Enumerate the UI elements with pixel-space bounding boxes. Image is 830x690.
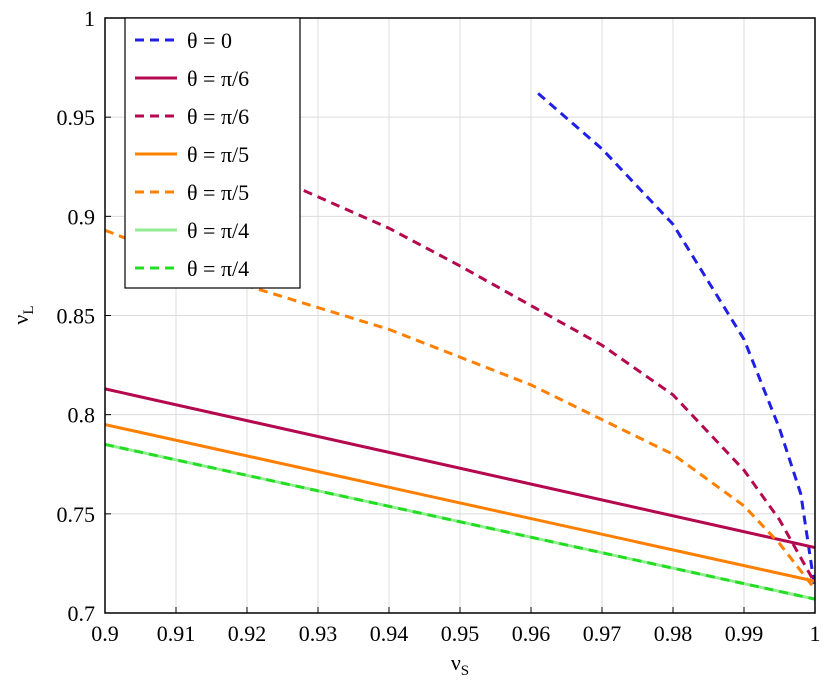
series-line bbox=[104, 228, 817, 591]
x-tick-label: 0.92 bbox=[228, 621, 267, 646]
y-tick-label: 0.85 bbox=[57, 304, 96, 329]
legend-label: θ = π/5 bbox=[187, 142, 249, 167]
x-tick-label: 0.95 bbox=[441, 621, 480, 646]
y-tick-label: 1 bbox=[84, 6, 95, 31]
x-tick-label: 0.97 bbox=[583, 621, 622, 646]
legend-label: θ = π/4 bbox=[187, 256, 249, 281]
x-label-sub: S bbox=[461, 663, 469, 679]
series-line bbox=[104, 387, 816, 550]
legend-label: θ = π/6 bbox=[187, 104, 249, 129]
plot-frame bbox=[104, 17, 816, 614]
y-axis-label: νL bbox=[8, 305, 37, 324]
series-line bbox=[104, 442, 816, 601]
x-tick-label: 0.96 bbox=[512, 621, 551, 646]
x-axis-label: νS bbox=[451, 650, 469, 679]
y-tick-label: 0.8 bbox=[68, 403, 96, 428]
x-tick-label: 0.9 bbox=[91, 621, 119, 646]
x-label-main: ν bbox=[451, 650, 461, 675]
x-tick-label: 0.91 bbox=[157, 621, 196, 646]
y-tick-label: 0.75 bbox=[57, 502, 96, 527]
legend-label: θ = π/5 bbox=[187, 180, 249, 205]
y-tick-label: 0.95 bbox=[57, 105, 96, 130]
x-tick-label: 0.93 bbox=[299, 621, 338, 646]
y-label-main: ν bbox=[8, 315, 33, 325]
legend-label: θ = π/4 bbox=[187, 218, 249, 243]
series-line bbox=[537, 92, 817, 590]
x-tick-label: 0.99 bbox=[725, 621, 764, 646]
y-label-sub: L bbox=[21, 305, 37, 314]
y-tick-label: 0.7 bbox=[68, 601, 96, 626]
legend-label: θ = 0 bbox=[187, 28, 232, 53]
y-tick-label: 0.9 bbox=[68, 204, 96, 229]
x-tick-label: 1 bbox=[810, 621, 821, 646]
series-line bbox=[104, 423, 816, 583]
legend-label: θ = π/6 bbox=[187, 66, 249, 91]
series-line bbox=[303, 189, 817, 584]
legend: θ = 0 θ = π/6 θ = π/6 θ = π/5 θ = π/5 θ = π/4… bbox=[124, 17, 301, 289]
x-tick-label: 0.98 bbox=[654, 621, 693, 646]
x-tick-label: 0.94 bbox=[370, 621, 409, 646]
